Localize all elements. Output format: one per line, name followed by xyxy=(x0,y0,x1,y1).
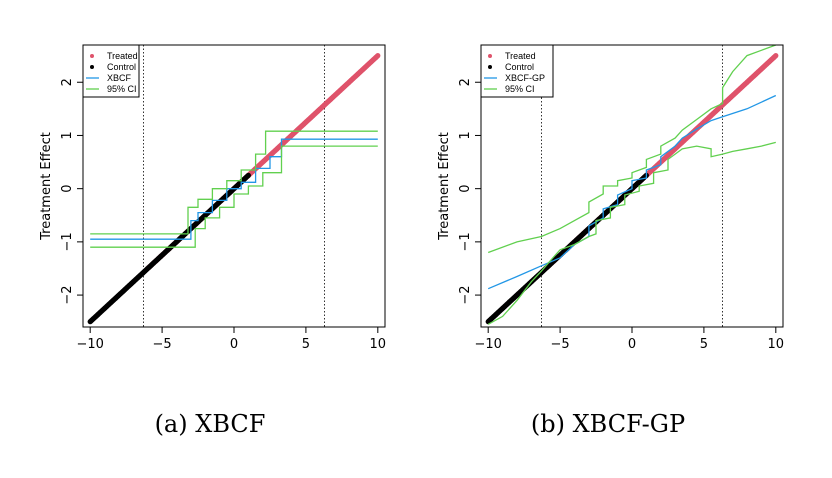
legend-label: 95% CI xyxy=(505,84,535,94)
control-point xyxy=(245,172,251,178)
legend-swatch xyxy=(90,65,94,69)
y-tick-label: 1 xyxy=(60,131,75,139)
caption: (b) XBCF-GP xyxy=(531,410,685,438)
legend-label: 95% CI xyxy=(107,84,137,94)
y-axis-title: Treatment Effect xyxy=(39,132,54,241)
x-tick-label: −5 xyxy=(153,337,172,352)
ci-line xyxy=(90,145,378,248)
legend-label: XBCF xyxy=(107,73,132,83)
y-tick-label: 2 xyxy=(458,78,473,86)
legend-label: Control xyxy=(505,62,534,72)
legend-box xyxy=(480,44,554,98)
x-tick-label: 0 xyxy=(230,337,238,352)
legend-label: XBCF-GP xyxy=(505,73,545,83)
legend-box xyxy=(82,44,140,98)
points xyxy=(87,53,381,325)
ci-line xyxy=(487,141,776,325)
legend-swatch xyxy=(488,54,492,58)
x-tick-label: 10 xyxy=(768,337,785,352)
y-axis: −2 −1 0 1 2 xyxy=(458,78,482,305)
series-lines xyxy=(487,45,777,325)
y-axis: −2 −1 0 1 2 xyxy=(60,78,84,305)
x-tick-label: −10 xyxy=(76,337,103,352)
legend-label: Treated xyxy=(505,51,536,61)
legend-label: Treated xyxy=(107,51,138,61)
x-axis: −10 −5 0 5 10 xyxy=(474,326,785,352)
legend-swatch xyxy=(90,54,94,58)
series-lines xyxy=(90,130,378,248)
x-tick-label: 0 xyxy=(628,337,636,352)
y-tick-label: −2 xyxy=(60,285,75,304)
treated-point xyxy=(375,53,381,59)
x-tick-label: 5 xyxy=(700,337,708,352)
fit-line xyxy=(90,138,378,240)
y-tick-label: 1 xyxy=(458,131,473,139)
y-tick-label: 2 xyxy=(60,78,75,86)
x-tick-label: −5 xyxy=(551,337,570,352)
y-tick-label: −1 xyxy=(458,232,473,251)
ci-line xyxy=(487,45,777,254)
legend-swatch xyxy=(488,65,492,69)
y-tick-label: −2 xyxy=(458,285,473,304)
x-axis: −10 −5 0 5 10 xyxy=(76,326,387,352)
ci-line xyxy=(90,130,378,235)
y-tick-label: 0 xyxy=(60,185,75,193)
caption: (a) XBCF xyxy=(155,410,266,438)
fit-line xyxy=(487,94,777,290)
legend-label: Control xyxy=(107,62,136,72)
y-tick-label: −1 xyxy=(60,232,75,251)
x-tick-label: −10 xyxy=(474,337,501,352)
y-tick-label: 0 xyxy=(458,185,473,193)
x-tick-label: 10 xyxy=(370,337,387,352)
treated-point xyxy=(773,53,779,59)
x-tick-label: 5 xyxy=(302,337,310,352)
y-axis-title: Treatment Effect xyxy=(437,132,452,241)
